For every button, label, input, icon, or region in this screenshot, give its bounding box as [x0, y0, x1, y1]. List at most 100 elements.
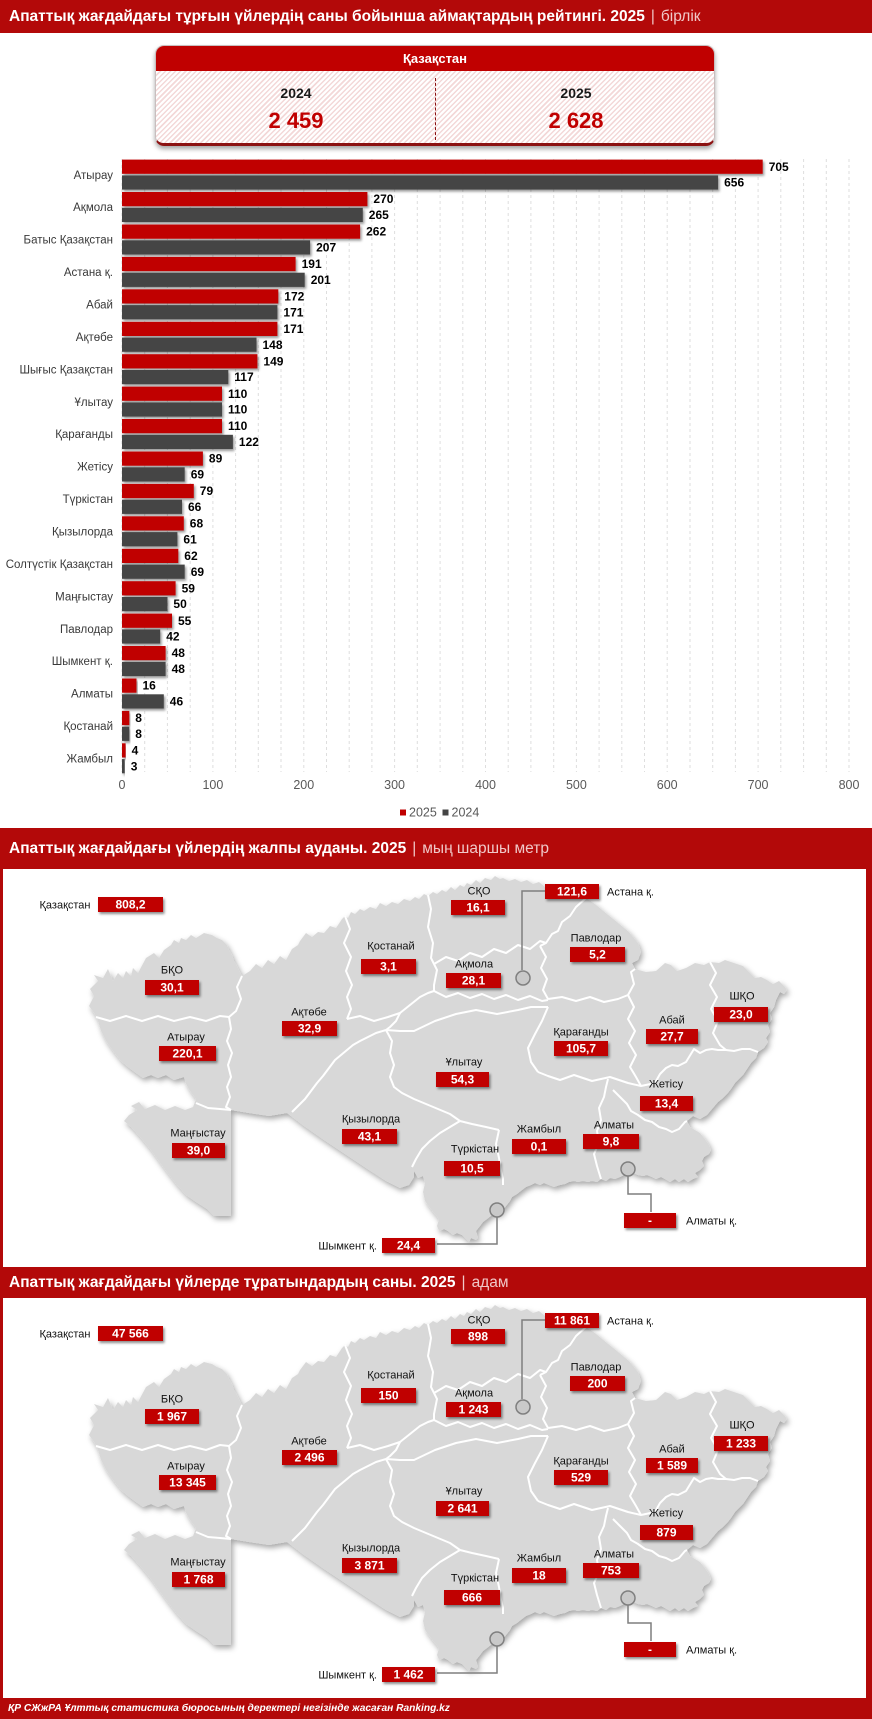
svg-text:0,1: 0,1: [531, 1140, 548, 1154]
svg-text:1 768: 1 768: [183, 1573, 213, 1587]
svg-text:23,0: 23,0: [729, 1008, 753, 1022]
svg-text:-: -: [648, 1643, 652, 1657]
svg-text:666: 666: [462, 1591, 482, 1605]
svg-text:121,6: 121,6: [557, 885, 587, 899]
svg-text:Маңғыстау: Маңғыстау: [170, 1557, 226, 1569]
svg-text:СҚО: СҚО: [468, 886, 491, 898]
svg-text:Абай: Абай: [659, 1015, 685, 1027]
svg-text:Қазақстан: Қазақстан: [40, 900, 91, 912]
svg-text:16,1: 16,1: [466, 901, 490, 915]
svg-text:2 496: 2 496: [294, 1451, 324, 1465]
svg-text:24,4: 24,4: [397, 1239, 421, 1253]
svg-text:270: 270: [373, 192, 393, 206]
svg-text:Абай: Абай: [86, 300, 113, 312]
svg-text:300: 300: [384, 778, 405, 792]
svg-text:Алматы: Алматы: [594, 1549, 634, 1561]
svg-text:1 243: 1 243: [458, 1403, 488, 1417]
svg-text:46: 46: [170, 695, 184, 709]
svg-text:Ақмола: Ақмола: [73, 202, 113, 214]
svg-text:4: 4: [132, 744, 139, 758]
svg-text:110: 110: [228, 419, 248, 433]
svg-text:32,9: 32,9: [298, 1022, 322, 1036]
svg-text:Ұлытау: Ұлытау: [446, 1057, 483, 1069]
svg-text:Павлодар: Павлодар: [60, 624, 113, 636]
svg-text:150: 150: [378, 1389, 398, 1403]
svg-text:50: 50: [173, 597, 187, 611]
svg-text:Маңғыстау: Маңғыстау: [55, 591, 113, 603]
svg-text:Жамбыл: Жамбыл: [517, 1124, 561, 1136]
svg-text:2 641: 2 641: [447, 1502, 477, 1516]
svg-text:Ұлытау: Ұлытау: [74, 397, 113, 409]
svg-text:700: 700: [748, 778, 769, 792]
svg-text:201: 201: [311, 273, 331, 287]
svg-text:1 462: 1 462: [393, 1668, 423, 1682]
svg-text:48: 48: [172, 646, 186, 660]
svg-text:61: 61: [183, 532, 197, 546]
svg-text:79: 79: [200, 484, 214, 498]
svg-text:898: 898: [468, 1330, 488, 1344]
svg-text:149: 149: [263, 354, 283, 368]
svg-text:55: 55: [178, 614, 192, 628]
svg-text:262: 262: [366, 225, 386, 239]
svg-text:1 233: 1 233: [726, 1437, 756, 1451]
svg-text:0: 0: [119, 778, 126, 792]
svg-text:66: 66: [188, 500, 202, 514]
svg-text:СҚО: СҚО: [468, 1315, 491, 1327]
svg-text:110: 110: [228, 403, 248, 417]
svg-text:Маңғыстау: Маңғыстау: [170, 1128, 226, 1140]
svg-text:Түркістан: Түркістан: [451, 1144, 499, 1156]
svg-text:Шымкент қ.: Шымкент қ.: [318, 1670, 377, 1682]
svg-text:Жамбыл: Жамбыл: [67, 754, 113, 766]
svg-text:Жетісу: Жетісу: [77, 462, 113, 474]
svg-text:191: 191: [302, 257, 322, 271]
svg-text:Атырау: Атырау: [74, 170, 114, 182]
svg-text:Қарағанды: Қарағанды: [553, 1027, 608, 1039]
svg-text:Қазақстан: Қазақстан: [40, 1329, 91, 1341]
svg-text:Ақтөбе: Ақтөбе: [76, 332, 113, 344]
svg-text:48: 48: [172, 662, 186, 676]
svg-text:117: 117: [234, 370, 254, 384]
svg-text:Алматы қ.: Алматы қ.: [686, 1645, 737, 1657]
svg-text:БҚО: БҚО: [161, 965, 184, 977]
svg-text:753: 753: [601, 1564, 621, 1578]
svg-text:808,2: 808,2: [115, 898, 145, 912]
svg-text:172: 172: [284, 290, 304, 304]
svg-text:Түркістан: Түркістан: [451, 1573, 499, 1585]
svg-text:800: 800: [839, 778, 860, 792]
svg-text:27,7: 27,7: [660, 1030, 684, 1044]
svg-text:200: 200: [587, 1377, 607, 1391]
svg-text:43,1: 43,1: [358, 1130, 382, 1144]
svg-text:Қарағанды: Қарағанды: [553, 1456, 608, 1468]
svg-text:Қостанай: Қостанай: [367, 1370, 414, 1382]
svg-text:529: 529: [571, 1471, 591, 1485]
svg-text:42: 42: [166, 630, 180, 644]
svg-text:Ақмола: Ақмола: [455, 1388, 494, 1400]
svg-text:13 345: 13 345: [169, 1476, 206, 1490]
svg-text:3: 3: [131, 759, 138, 773]
svg-text:Қызылорда: Қызылорда: [342, 1114, 401, 1126]
svg-text:30,1: 30,1: [160, 981, 184, 995]
svg-text:Алматы: Алматы: [71, 689, 113, 701]
svg-text:Астана қ.: Астана қ.: [607, 1316, 654, 1328]
svg-text:Абай: Абай: [659, 1444, 685, 1456]
svg-text:Қызылорда: Қызылорда: [52, 527, 114, 539]
svg-text:16: 16: [143, 679, 157, 693]
svg-text:69: 69: [191, 565, 205, 579]
svg-text:62: 62: [184, 549, 198, 563]
svg-text:2025: 2025: [409, 806, 437, 820]
svg-text:200: 200: [293, 778, 314, 792]
svg-text:Астана қ.: Астана қ.: [607, 887, 654, 899]
svg-text:100: 100: [202, 778, 223, 792]
svg-text:89: 89: [209, 452, 223, 466]
svg-text:Қостанай: Қостанай: [367, 941, 414, 953]
svg-text:171: 171: [283, 305, 303, 319]
svg-text:3,1: 3,1: [380, 960, 397, 974]
svg-text:11 861: 11 861: [554, 1314, 590, 1328]
svg-text:Қостанай: Қостанай: [63, 721, 113, 733]
svg-text:148: 148: [263, 338, 283, 352]
svg-text:18: 18: [532, 1569, 546, 1583]
svg-text:Алматы: Алматы: [594, 1120, 634, 1132]
svg-text:Павлодар: Павлодар: [571, 933, 622, 945]
svg-text:171: 171: [283, 322, 303, 336]
svg-text:54,3: 54,3: [451, 1073, 475, 1087]
